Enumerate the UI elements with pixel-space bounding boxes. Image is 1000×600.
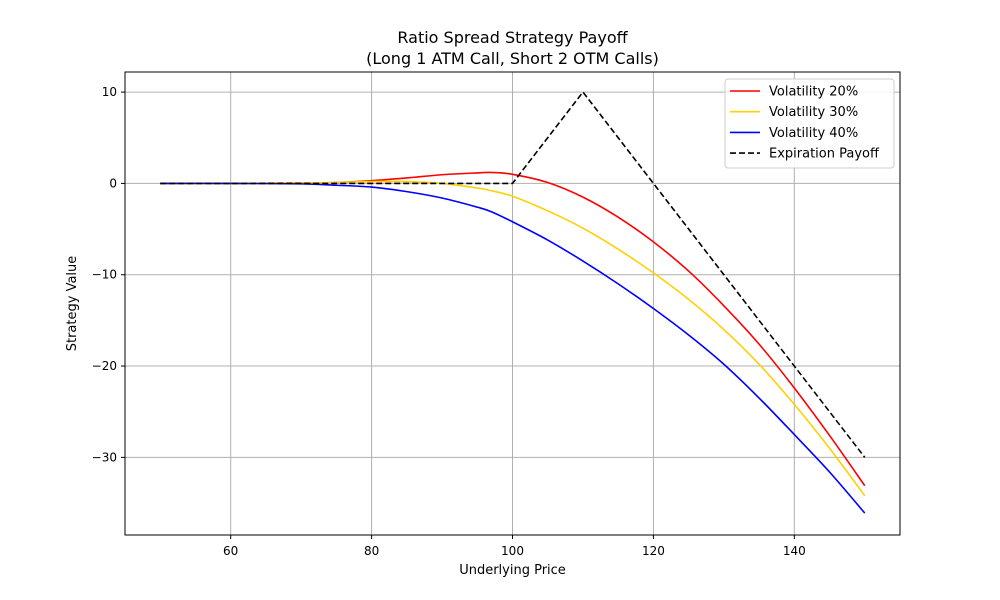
x-tick-label: 120 bbox=[642, 544, 665, 558]
chart-title-line-2: (Long 1 ATM Call, Short 2 OTM Calls) bbox=[366, 49, 659, 68]
series-layer bbox=[160, 91, 866, 514]
x-tick-label: 100 bbox=[501, 544, 524, 558]
series-line bbox=[160, 91, 866, 458]
y-tick-label: −20 bbox=[92, 359, 117, 373]
x-tick-label: 60 bbox=[223, 544, 238, 558]
series-line bbox=[160, 182, 866, 514]
series-line bbox=[160, 180, 866, 497]
grid bbox=[125, 72, 900, 535]
y-tick-label: 0 bbox=[109, 176, 117, 190]
legend-label: Volatility 40% bbox=[769, 126, 858, 141]
legend: Volatility 20% Volatility 30% Volatility 4… bbox=[724, 78, 895, 169]
legend-box bbox=[724, 78, 895, 169]
y-tick-label: −10 bbox=[92, 268, 117, 282]
chart-title-line-1: Ratio Spread Strategy Payoff bbox=[397, 28, 628, 47]
x-tick-label: 140 bbox=[783, 544, 806, 558]
legend-label: Volatility 30% bbox=[769, 105, 858, 120]
y-axis-label: Strategy Value bbox=[65, 256, 80, 352]
y-tick-label: 10 bbox=[102, 85, 117, 99]
legend-label: Expiration Payoff bbox=[769, 147, 880, 162]
legend-label: Volatility 20% bbox=[769, 85, 858, 100]
x-tick-label: 80 bbox=[364, 544, 379, 558]
y-tick-label: −30 bbox=[92, 450, 117, 464]
x-axis-label: Underlying Price bbox=[459, 563, 566, 578]
